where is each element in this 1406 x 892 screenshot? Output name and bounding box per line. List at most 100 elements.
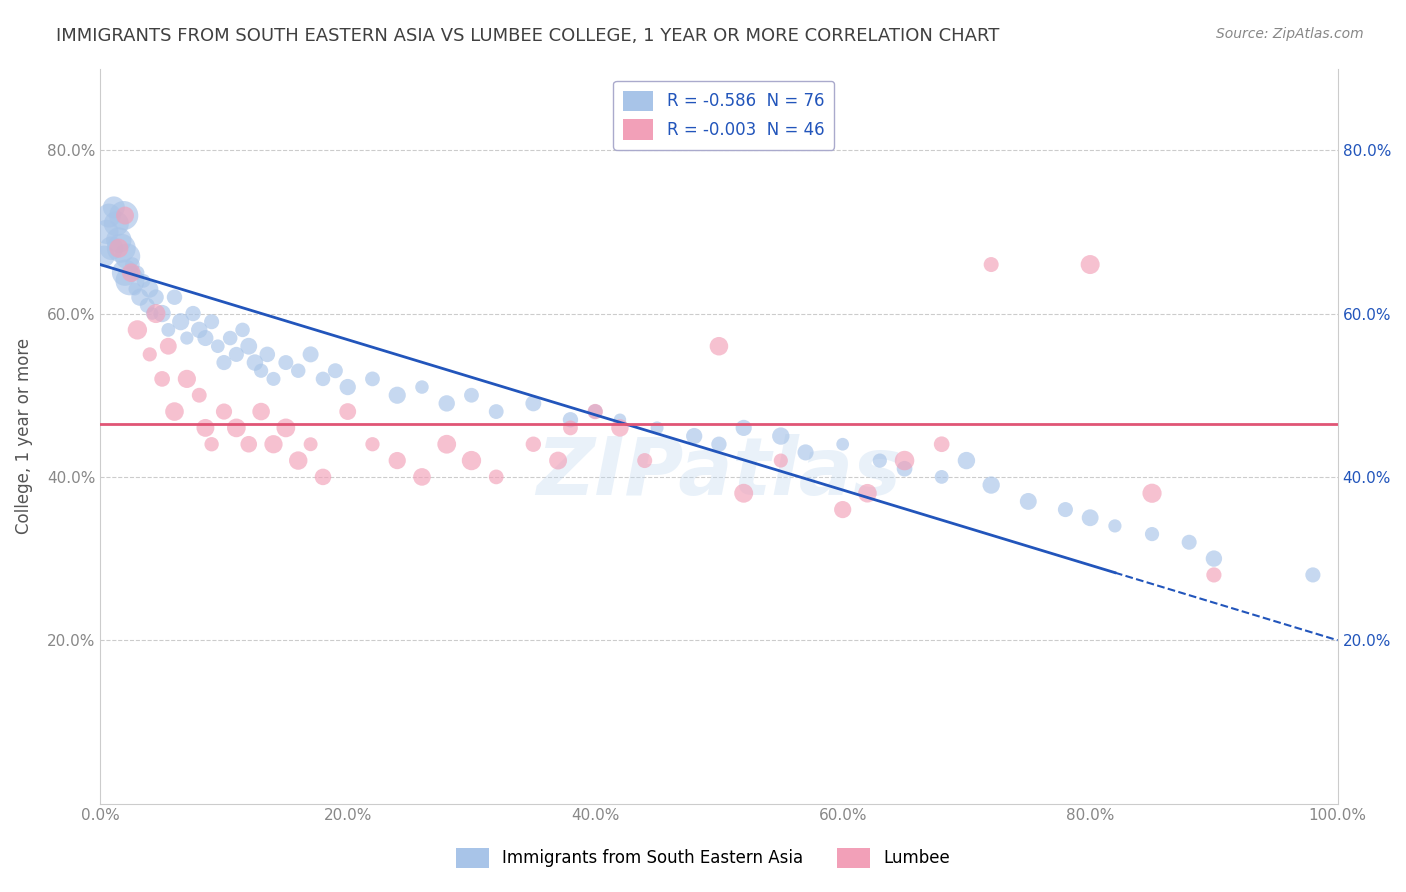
Point bbox=[436, 437, 458, 451]
Point bbox=[93, 249, 115, 263]
Point bbox=[150, 307, 173, 321]
Point bbox=[387, 388, 409, 402]
Legend: Immigrants from South Eastern Asia, Lumbee: Immigrants from South Eastern Asia, Lumb… bbox=[449, 841, 957, 875]
Point bbox=[194, 421, 217, 435]
Point bbox=[250, 404, 273, 418]
Point bbox=[163, 290, 186, 304]
Point bbox=[1202, 551, 1225, 566]
Point bbox=[219, 331, 242, 345]
Point bbox=[560, 421, 582, 435]
Point bbox=[127, 266, 149, 280]
Point bbox=[831, 437, 853, 451]
Point bbox=[1178, 535, 1201, 549]
Point bbox=[225, 347, 247, 361]
Point bbox=[212, 355, 235, 369]
Point bbox=[931, 437, 953, 451]
Point bbox=[361, 372, 384, 386]
Point bbox=[263, 372, 285, 386]
Y-axis label: College, 1 year or more: College, 1 year or more bbox=[15, 338, 32, 534]
Point bbox=[1202, 568, 1225, 582]
Point bbox=[645, 421, 668, 435]
Point bbox=[733, 486, 755, 500]
Point bbox=[980, 478, 1002, 492]
Point bbox=[201, 315, 224, 329]
Point bbox=[145, 307, 167, 321]
Point bbox=[634, 453, 657, 467]
Point bbox=[117, 249, 139, 263]
Point bbox=[128, 290, 150, 304]
Point bbox=[274, 355, 297, 369]
Point bbox=[609, 421, 631, 435]
Point bbox=[157, 323, 180, 337]
Point bbox=[207, 339, 229, 353]
Point bbox=[1054, 502, 1077, 516]
Point bbox=[1104, 519, 1126, 533]
Point bbox=[1140, 527, 1163, 541]
Point bbox=[955, 453, 977, 467]
Point bbox=[100, 241, 122, 255]
Point bbox=[201, 437, 224, 451]
Point bbox=[141, 307, 163, 321]
Point bbox=[485, 470, 508, 484]
Legend: R = -0.586  N = 76, R = -0.003  N = 46: R = -0.586 N = 76, R = -0.003 N = 46 bbox=[613, 80, 834, 150]
Point bbox=[1302, 568, 1324, 582]
Point bbox=[522, 437, 544, 451]
Point bbox=[411, 380, 433, 394]
Point bbox=[460, 453, 482, 467]
Point bbox=[583, 404, 606, 418]
Point bbox=[194, 331, 217, 345]
Point bbox=[136, 298, 159, 312]
Point bbox=[583, 404, 606, 418]
Point bbox=[387, 453, 409, 467]
Text: ZIPatlas: ZIPatlas bbox=[537, 434, 901, 512]
Text: IMMIGRANTS FROM SOUTH EASTERN ASIA VS LUMBEE COLLEGE, 1 YEAR OR MORE CORRELATION: IMMIGRANTS FROM SOUTH EASTERN ASIA VS LU… bbox=[56, 27, 1000, 45]
Point bbox=[769, 453, 792, 467]
Point bbox=[560, 413, 582, 427]
Point bbox=[893, 461, 915, 475]
Point bbox=[411, 470, 433, 484]
Point bbox=[110, 241, 132, 255]
Point bbox=[856, 486, 879, 500]
Point bbox=[1017, 494, 1039, 508]
Point bbox=[108, 241, 131, 255]
Point bbox=[325, 364, 347, 378]
Point bbox=[176, 372, 198, 386]
Point bbox=[485, 404, 508, 418]
Point bbox=[188, 388, 211, 402]
Point bbox=[145, 290, 167, 304]
Point bbox=[733, 421, 755, 435]
Point bbox=[150, 372, 173, 386]
Point bbox=[243, 355, 266, 369]
Point bbox=[794, 445, 817, 459]
Point bbox=[105, 217, 128, 231]
Point bbox=[124, 282, 146, 296]
Point bbox=[1078, 510, 1101, 524]
Point bbox=[225, 421, 247, 435]
Point bbox=[287, 364, 309, 378]
Point bbox=[931, 470, 953, 484]
Point bbox=[707, 437, 730, 451]
Point bbox=[547, 453, 569, 467]
Point bbox=[436, 396, 458, 410]
Point bbox=[361, 437, 384, 451]
Point bbox=[96, 225, 118, 239]
Point bbox=[336, 380, 359, 394]
Point bbox=[176, 331, 198, 345]
Point bbox=[707, 339, 730, 353]
Point bbox=[1140, 486, 1163, 500]
Point bbox=[97, 209, 120, 223]
Point bbox=[238, 437, 260, 451]
Point bbox=[336, 404, 359, 418]
Point bbox=[1078, 258, 1101, 272]
Point bbox=[118, 274, 141, 288]
Point bbox=[299, 437, 322, 451]
Point bbox=[769, 429, 792, 443]
Point bbox=[103, 200, 125, 214]
Point bbox=[212, 404, 235, 418]
Point bbox=[299, 347, 322, 361]
Point bbox=[287, 453, 309, 467]
Point bbox=[114, 209, 136, 223]
Point bbox=[120, 266, 142, 280]
Point bbox=[256, 347, 278, 361]
Point bbox=[250, 364, 273, 378]
